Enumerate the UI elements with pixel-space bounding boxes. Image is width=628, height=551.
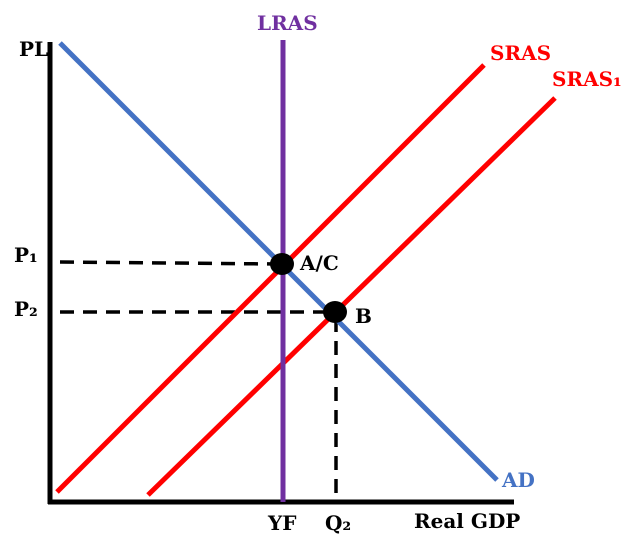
yf-label: YF	[267, 511, 296, 535]
p2-label: P₂	[14, 297, 38, 321]
point-b-dot	[323, 301, 347, 323]
sras1-curve	[146, 96, 557, 497]
p1-label: P₁	[14, 243, 38, 267]
sras-label: SRAS	[490, 41, 551, 65]
x-axis-label: Real GDP	[414, 509, 520, 533]
lras-label: LRAS	[257, 11, 318, 35]
sras-curve	[55, 63, 486, 494]
pl-label: PL	[19, 37, 48, 61]
sras1-label: SRAS₁	[552, 67, 622, 91]
q2-label: Q₂	[325, 511, 351, 535]
point-ac-label: A/C	[299, 251, 339, 275]
point-ac-dot	[270, 253, 294, 275]
p1-guide-dashed	[59, 260, 279, 266]
ad-label: AD	[501, 468, 535, 492]
point-b-label: B	[355, 304, 372, 328]
